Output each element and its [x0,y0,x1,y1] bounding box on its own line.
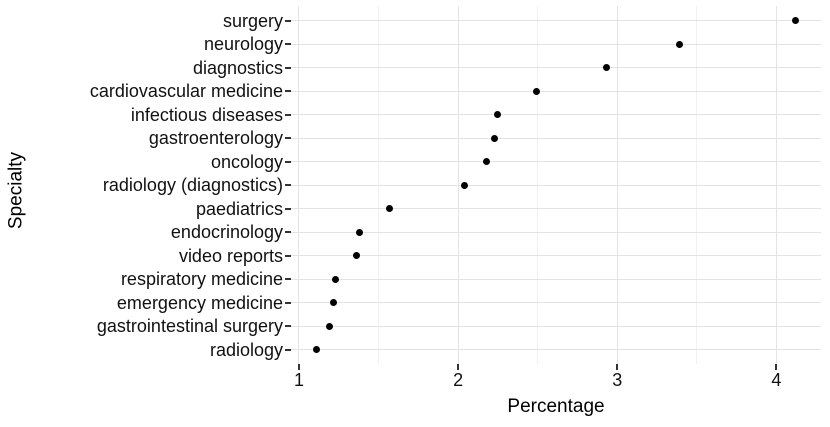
data-point [491,134,499,142]
data-point [483,158,491,165]
y-axis-title: Specialty [5,151,27,230]
data-point [352,252,360,259]
y-axis-label: neurology [203,34,283,54]
y-axis-label: gastroenterology [148,128,283,148]
y-major-gridline [291,325,821,327]
y-major-gridline [291,349,821,350]
y-axis-tick [285,184,291,186]
x-axis-tick [457,364,460,370]
y-axis-label: radiology [209,339,283,360]
y-axis-tick [285,90,291,92]
y-axis-label: gastrointestinal surgery [96,316,283,336]
x-axis-tick-label: 2 [453,370,464,390]
y-major-gridline [291,43,821,45]
y-major-gridline [291,114,821,115]
y-axis-label: emergency medicine [116,292,283,313]
y-axis-label: video reports [178,245,283,266]
y-major-gridline [291,67,821,68]
x-axis-title: Percentage [507,396,605,417]
data-point [602,64,610,71]
y-major-gridline [291,255,821,256]
y-major-gridline [291,184,821,186]
data-point [494,111,502,118]
y-major-gridline [291,278,821,280]
y-axis-tick [285,254,291,257]
y-major-gridline [291,161,821,162]
y-axis-label: radiology (diagnostics) [102,175,283,195]
x-axis-tick-label: 3 [612,370,623,390]
y-axis-label: paediatrics [195,198,283,219]
y-axis-label: respiratory medicine [120,269,283,289]
y-major-gridline [291,90,821,92]
data-point [355,228,363,236]
y-axis-tick [285,160,291,163]
y-axis-tick [285,231,291,233]
y-axis-label: endocrinology [170,222,283,242]
x-axis-tick [775,364,778,370]
y-axis-tick [285,137,291,139]
x-axis-tick-label: 1 [293,370,304,390]
x-axis-tick-label: 4 [771,370,782,390]
data-point [460,181,468,189]
data-point [386,205,394,212]
y-axis-tick [285,43,291,45]
x-axis-tick [297,364,300,370]
y-axis-tick [285,66,291,69]
y-axis-tick [285,278,291,280]
y-axis-tick [285,301,291,304]
y-axis-tick [285,325,291,327]
y-axis-label: oncology [210,151,283,172]
data-point [675,40,683,48]
data-point [532,87,540,95]
y-axis-tick [285,348,291,351]
x-axis-tick [616,364,619,370]
y-axis-tick [285,19,291,22]
y-major-gridline [291,302,821,303]
y-major-gridline [291,20,821,21]
y-major-gridline [291,231,821,233]
y-major-gridline [291,137,821,139]
data-point [332,275,340,283]
y-axis-label: cardiovascular medicine [89,81,283,101]
data-point [325,322,333,330]
data-point [330,299,338,306]
y-axis-label: surgery [222,10,283,31]
y-axis-tick [285,207,291,210]
plot-panel [291,6,821,364]
data-point [312,346,320,353]
y-axis-tick [285,113,291,116]
y-axis-label: infectious diseases [130,104,283,125]
data-point [792,17,800,24]
y-major-gridline [291,208,821,209]
y-axis-label: diagnostics [192,57,283,78]
